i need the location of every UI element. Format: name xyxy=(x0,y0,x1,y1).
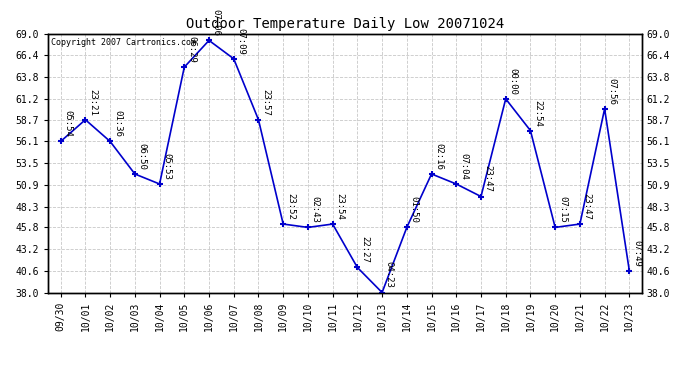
Text: 05:53: 05:53 xyxy=(162,153,171,180)
Text: 04:23: 04:23 xyxy=(385,261,394,288)
Text: 23:21: 23:21 xyxy=(88,88,97,116)
Text: 06:50: 06:50 xyxy=(137,143,146,170)
Text: 23:52: 23:52 xyxy=(286,193,295,220)
Text: 02:16: 02:16 xyxy=(434,143,443,170)
Text: 02:43: 02:43 xyxy=(310,196,319,223)
Title: Outdoor Temperature Daily Low 20071024: Outdoor Temperature Daily Low 20071024 xyxy=(186,17,504,31)
Text: 23:47: 23:47 xyxy=(582,193,591,220)
Text: 07:15: 07:15 xyxy=(558,196,567,223)
Text: 23:54: 23:54 xyxy=(335,193,344,220)
Text: 23:47: 23:47 xyxy=(484,165,493,192)
Text: 22:27: 22:27 xyxy=(360,236,369,263)
Text: 05:54: 05:54 xyxy=(63,110,72,137)
Text: 23:57: 23:57 xyxy=(262,88,270,116)
Text: 01:50: 01:50 xyxy=(410,196,419,223)
Text: 07:09: 07:09 xyxy=(237,28,246,55)
Text: 07:56: 07:56 xyxy=(607,78,616,105)
Text: 01:36: 01:36 xyxy=(113,110,122,137)
Text: 07:06: 07:06 xyxy=(212,9,221,36)
Text: 22:54: 22:54 xyxy=(533,99,542,126)
Text: 00:00: 00:00 xyxy=(509,68,518,95)
Text: 07:04: 07:04 xyxy=(459,153,468,180)
Text: 06:29: 06:29 xyxy=(187,36,196,63)
Text: Copyright 2007 Cartronics.com: Copyright 2007 Cartronics.com xyxy=(51,38,196,46)
Text: 07:49: 07:49 xyxy=(632,240,641,267)
